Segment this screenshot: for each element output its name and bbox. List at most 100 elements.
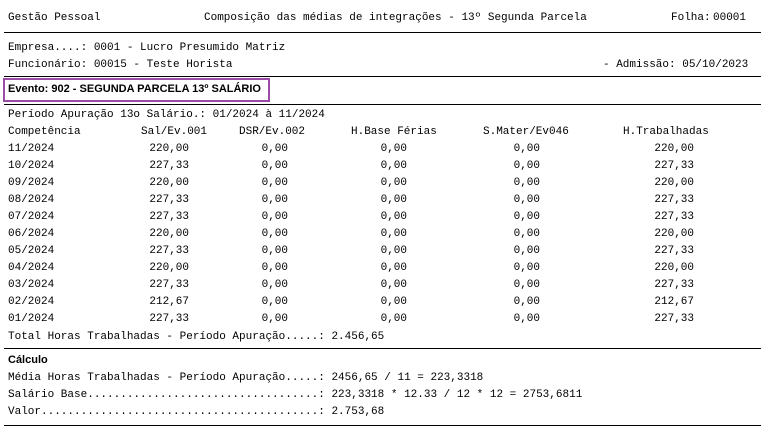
table-cell: 0,00 bbox=[513, 313, 540, 325]
col-sal: Sal/Ev.001 bbox=[141, 126, 208, 138]
table-cell: 0,00 bbox=[513, 194, 540, 206]
table-cell: 227,33 bbox=[149, 279, 189, 291]
table-cell: 0,00 bbox=[261, 194, 288, 206]
table-cell: 0,00 bbox=[261, 245, 288, 257]
table-row: 03/2024 227,33 0,00 0,00 0,00 227,33 bbox=[0, 277, 769, 294]
table-cell: 220,00 bbox=[654, 228, 694, 240]
table-cell: 11/2024 bbox=[8, 143, 55, 155]
table-cell: 06/2024 bbox=[8, 228, 55, 240]
system-name: Gestão Pessoal bbox=[8, 12, 101, 24]
table-row: 02/2024 212,67 0,00 0,00 0,00 212,67 bbox=[0, 294, 769, 311]
divider bbox=[4, 104, 761, 105]
admissao-line: - Admissão: 05/10/2023 bbox=[603, 59, 749, 71]
table-cell: 0,00 bbox=[513, 245, 540, 257]
table-cell: 0,00 bbox=[261, 262, 288, 274]
table-cell: 227,33 bbox=[654, 245, 694, 257]
table-cell: 01/2024 bbox=[8, 313, 55, 325]
table-cell: 0,00 bbox=[513, 296, 540, 308]
divider bbox=[4, 348, 761, 349]
table-cell: 0,00 bbox=[261, 177, 288, 189]
table-header: Competência Sal/Ev.001 DSR/Ev.002 H.Base… bbox=[0, 124, 769, 141]
table-cell: 0,00 bbox=[261, 296, 288, 308]
table-cell: 220,00 bbox=[654, 143, 694, 155]
table-cell: 0,00 bbox=[261, 228, 288, 240]
evento-highlight bbox=[3, 78, 270, 102]
table-cell: 227,33 bbox=[149, 194, 189, 206]
table-cell: 0,00 bbox=[380, 313, 407, 325]
calculo-media-line: Média Horas Trabalhadas - Período Apuraç… bbox=[8, 372, 484, 384]
table-cell: 0,00 bbox=[513, 160, 540, 172]
total-line: Total Horas Trabalhadas - Período Apuraç… bbox=[8, 331, 385, 343]
page-label: Folha: bbox=[671, 12, 711, 24]
calculo-salario-line: Salário Base............................… bbox=[8, 389, 583, 401]
table-cell: 212,67 bbox=[654, 296, 694, 308]
table-row: 05/2024 227,33 0,00 0,00 0,00 227,33 bbox=[0, 243, 769, 260]
table-cell: 07/2024 bbox=[8, 211, 55, 223]
divider bbox=[4, 32, 761, 33]
table-cell: 09/2024 bbox=[8, 177, 55, 189]
table-cell: 220,00 bbox=[149, 228, 189, 240]
table-cell: 0,00 bbox=[380, 228, 407, 240]
table-cell: 0,00 bbox=[261, 160, 288, 172]
table-cell: 227,33 bbox=[149, 160, 189, 172]
table-cell: 227,33 bbox=[654, 313, 694, 325]
table-cell: 04/2024 bbox=[8, 262, 55, 274]
divider bbox=[4, 76, 761, 77]
table-cell: 0,00 bbox=[261, 211, 288, 223]
empresa-line: Empresa....: 0001 - Lucro Presumido Matr… bbox=[8, 42, 286, 54]
page-number: 00001 bbox=[713, 12, 747, 24]
col-hbase-ferias: H.Base Férias bbox=[351, 126, 437, 138]
table-cell: 10/2024 bbox=[8, 160, 55, 172]
table-cell: 05/2024 bbox=[8, 245, 55, 257]
table-cell: 212,67 bbox=[149, 296, 189, 308]
table-row: 08/2024 227,33 0,00 0,00 0,00 227,33 bbox=[0, 192, 769, 209]
evento-title: Evento: 902 - SEGUNDA PARCELA 13º SALÁRI… bbox=[8, 83, 261, 95]
table-cell: 0,00 bbox=[513, 279, 540, 291]
table-cell: 227,33 bbox=[654, 160, 694, 172]
calculo-title: Cálculo bbox=[8, 354, 48, 366]
table-cell: 227,33 bbox=[149, 313, 189, 325]
col-smater: S.Mater/Ev046 bbox=[483, 126, 569, 138]
periodo-line: Período Apuração 13o Salário.: 01/2024 à… bbox=[8, 109, 325, 121]
table-cell: 0,00 bbox=[513, 262, 540, 274]
table-row: 01/2024 227,33 0,00 0,00 0,00 227,33 bbox=[0, 311, 769, 328]
table-cell: 0,00 bbox=[261, 313, 288, 325]
table-row: 09/2024 220,00 0,00 0,00 0,00 220,00 bbox=[0, 175, 769, 192]
col-dsr: DSR/Ev.002 bbox=[239, 126, 306, 138]
table-row: 06/2024 220,00 0,00 0,00 0,00 220,00 bbox=[0, 226, 769, 243]
report-title: Composição das médias de integrações - 1… bbox=[204, 12, 587, 24]
table-cell: 0,00 bbox=[513, 143, 540, 155]
table-cell: 0,00 bbox=[380, 194, 407, 206]
table-cell: 220,00 bbox=[149, 143, 189, 155]
table-cell: 0,00 bbox=[380, 160, 407, 172]
table-cell: 227,33 bbox=[149, 245, 189, 257]
table-cell: 227,33 bbox=[654, 211, 694, 223]
table-cell: 0,00 bbox=[513, 177, 540, 189]
col-competencia: Competência bbox=[8, 126, 81, 138]
table-row: 04/2024 220,00 0,00 0,00 0,00 220,00 bbox=[0, 260, 769, 277]
table-cell: 0,00 bbox=[380, 211, 407, 223]
table-cell: 227,33 bbox=[654, 194, 694, 206]
table-cell: 227,33 bbox=[149, 211, 189, 223]
table-cell: 220,00 bbox=[654, 177, 694, 189]
table-cell: 0,00 bbox=[380, 143, 407, 155]
divider bbox=[4, 425, 761, 426]
col-htrabalhadas: H.Trabalhadas bbox=[623, 126, 709, 138]
table-cell: 227,33 bbox=[654, 279, 694, 291]
table-cell: 02/2024 bbox=[8, 296, 55, 308]
table-cell: 0,00 bbox=[380, 279, 407, 291]
table-cell: 220,00 bbox=[654, 262, 694, 274]
funcionario-line: Funcionário: 00015 - Teste Horista bbox=[8, 59, 233, 71]
table-row: 07/2024 227,33 0,00 0,00 0,00 227,33 bbox=[0, 209, 769, 226]
table-cell: 0,00 bbox=[513, 211, 540, 223]
table-cell: 0,00 bbox=[513, 228, 540, 240]
table-cell: 220,00 bbox=[149, 262, 189, 274]
table-cell: 08/2024 bbox=[8, 194, 55, 206]
table-cell: 03/2024 bbox=[8, 279, 55, 291]
table-row: 11/2024 220,00 0,00 0,00 0,00 220,00 bbox=[0, 141, 769, 158]
table-cell: 220,00 bbox=[149, 177, 189, 189]
table-cell: 0,00 bbox=[380, 245, 407, 257]
calculo-valor-line: Valor...................................… bbox=[8, 406, 385, 418]
table-row: 10/2024 227,33 0,00 0,00 0,00 227,33 bbox=[0, 158, 769, 175]
table-cell: 0,00 bbox=[261, 279, 288, 291]
